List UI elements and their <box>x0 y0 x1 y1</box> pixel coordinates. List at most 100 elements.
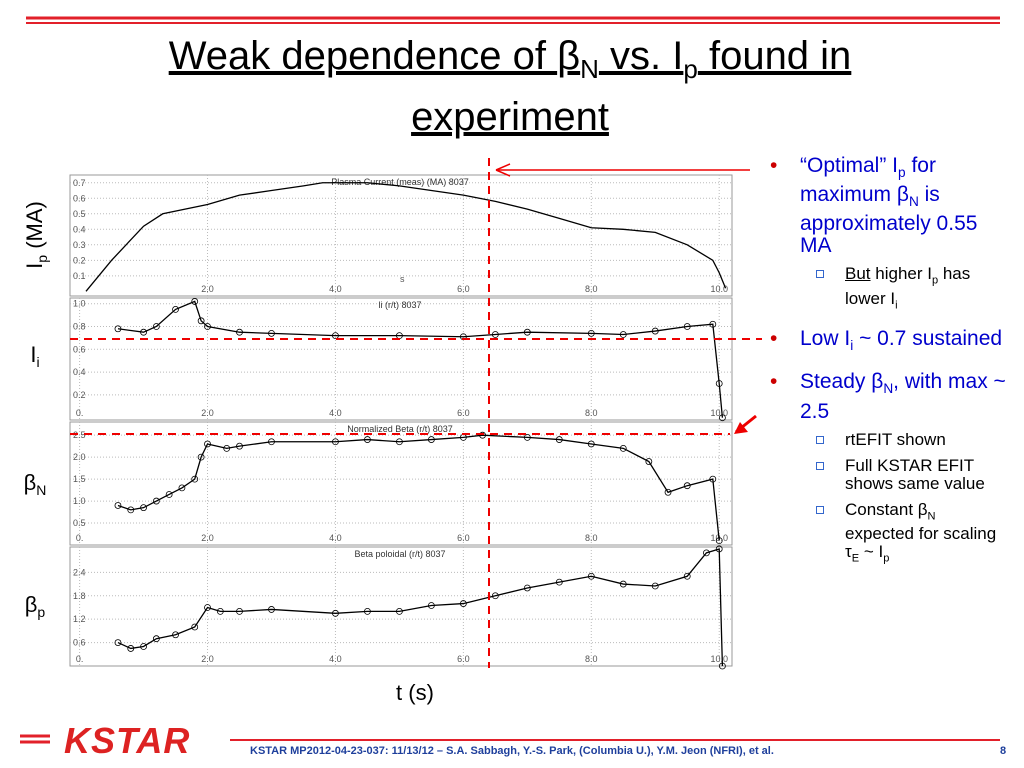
bullet: Low Ii ~ 0.7 sustained <box>770 328 1010 357</box>
y-tick-label: 0.5 <box>73 518 86 528</box>
y-axis-label: βp <box>25 592 46 620</box>
data-point <box>127 645 135 652</box>
x-tick-label: 0. <box>76 654 84 664</box>
page-number: 8 <box>1000 745 1007 757</box>
x-tick-label: 10.0 <box>710 654 728 664</box>
data-point <box>223 444 231 452</box>
data-point <box>715 545 723 553</box>
text-part: rtEFIT shown <box>845 429 946 449</box>
text-part: “Optimal” I <box>800 154 899 177</box>
y-tick-label: 0.4 <box>73 367 86 377</box>
data-point <box>216 607 224 615</box>
data-point <box>114 639 122 646</box>
text-part: i <box>895 299 898 312</box>
data-point <box>191 475 199 483</box>
text-part: I <box>22 263 47 269</box>
data-point <box>191 298 199 305</box>
data-point <box>268 329 275 337</box>
text-part: for maximum <box>800 154 936 207</box>
x-tick-label: 2.0 <box>201 284 214 294</box>
y-tick-label: 0.2 <box>73 255 86 265</box>
sub-bullet: rtEFIT shown <box>770 429 1005 449</box>
y-tick-label: 2.4 <box>73 567 86 577</box>
data-point <box>491 592 499 600</box>
x-tick-label: 8.0 <box>585 284 598 294</box>
data-point <box>236 442 243 450</box>
text-part: p <box>898 165 906 181</box>
x-tick-label: 6.0 <box>457 533 470 543</box>
plot-frame <box>69 546 733 667</box>
y-axis-label: Ii <box>30 342 39 370</box>
y-tick-label: 1.0 <box>73 496 86 506</box>
text-part: ~ I <box>859 541 884 561</box>
text-part: N <box>883 381 894 397</box>
y-tick-label: 0.6 <box>73 344 86 354</box>
data-point <box>715 380 723 387</box>
y-tick-label: 1.5 <box>73 474 86 484</box>
data-point <box>709 475 717 483</box>
data-point <box>703 549 710 557</box>
data-point <box>364 607 371 615</box>
data-line <box>117 548 724 667</box>
data-point <box>268 606 275 613</box>
y-tick-label: 0.2 <box>73 390 86 400</box>
data-point <box>491 331 499 338</box>
text-part: found in experiment <box>411 34 852 139</box>
footer: KSTAR MP2012-04-23-037: 11/13/12 – S.A. … <box>250 745 774 757</box>
data-point <box>651 327 659 335</box>
data-point <box>204 604 211 611</box>
text-part: τ <box>845 541 852 561</box>
annotation: s <box>400 274 405 284</box>
text-part: i <box>37 354 40 370</box>
data-point <box>152 497 160 505</box>
text-part: Constant <box>845 499 918 519</box>
data-point <box>587 440 595 448</box>
arrow-head <box>734 422 748 434</box>
y-tick-label: 0.6 <box>73 193 86 203</box>
text-part: i <box>850 338 854 354</box>
data-point <box>719 662 726 670</box>
text-part: β <box>896 183 909 207</box>
data-point <box>427 602 435 609</box>
text-part: , with max ~ 2.5 <box>800 370 1006 423</box>
data-point <box>332 332 339 340</box>
data-point <box>645 458 653 465</box>
data-point <box>364 436 371 443</box>
data-point <box>236 607 243 615</box>
data-point <box>172 631 179 639</box>
data-point <box>396 607 403 615</box>
y-tick-label: 1.2 <box>73 614 86 624</box>
data-point <box>197 453 205 461</box>
sub-bullet: Constant βN expected for scaling τE ~ Ip <box>770 499 1005 568</box>
data-point <box>683 482 691 490</box>
text-part: vs. I <box>598 34 684 78</box>
data-point <box>152 323 160 330</box>
data-point <box>140 504 147 512</box>
data-point <box>178 484 186 492</box>
data-point <box>683 572 691 580</box>
x-tick-label: 4.0 <box>329 284 342 294</box>
x-tick-label: 2.0 <box>201 654 214 664</box>
text-part: β <box>25 592 38 617</box>
x-tick-label: 4.0 <box>329 408 342 418</box>
x-tick-label: 8.0 <box>585 654 598 664</box>
data-point <box>523 433 531 441</box>
text-part: β <box>917 499 928 519</box>
chart-title: Beta poloidal (r/t) 8037 <box>354 549 445 559</box>
sub-bullet: Full KSTAR EFIT shows same value <box>770 456 1005 493</box>
y-tick-label: 1.8 <box>73 591 86 601</box>
y-tick-label: 2.5 <box>73 430 86 440</box>
y-tick-label: 0.8 <box>73 322 86 332</box>
text-part: p <box>883 552 890 565</box>
logo: KSTAR <box>64 720 191 761</box>
text-part: ~ 0.7 sustained <box>853 327 1003 351</box>
data-point <box>140 328 147 336</box>
x-tick-label: 8.0 <box>585 533 598 543</box>
data-point <box>268 438 275 446</box>
slide-title: Weak dependence of βN vs. Ip found in ex… <box>90 32 930 141</box>
x-tick-label: 6.0 <box>457 408 470 418</box>
x-tick-label: 8.0 <box>585 408 598 418</box>
plot-frame <box>69 421 733 546</box>
